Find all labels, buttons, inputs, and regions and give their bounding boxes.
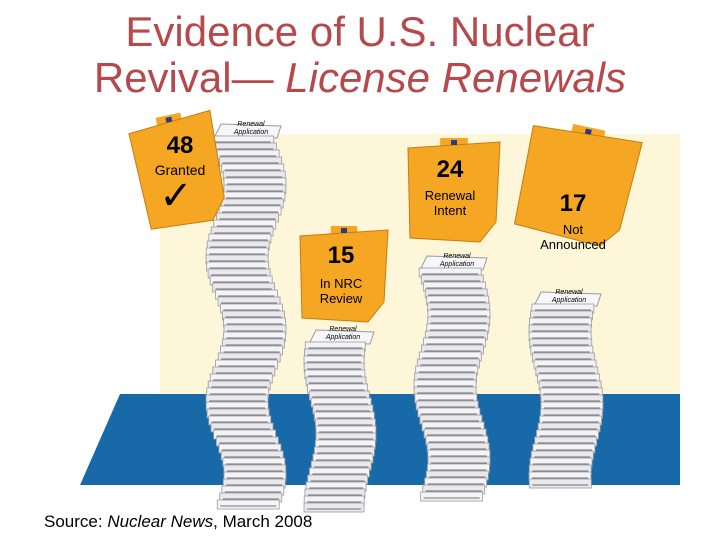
folder-17: 17 Not Announced (528, 190, 618, 252)
paper-label-line-2: Application (439, 261, 475, 268)
folder-not-announced (513, 123, 643, 247)
folder-body (128, 109, 225, 230)
paper-label-stack-3: Renewal Application (428, 253, 486, 269)
folder-17-status-1: Not (562, 222, 584, 237)
folder-15-count: 15 (327, 242, 355, 269)
top-sheet (420, 255, 488, 271)
folder-body (513, 125, 643, 247)
source-suffix: , March 2008 (213, 512, 313, 531)
paper-stack-in-review (303, 329, 377, 513)
title-line-1: Evidence of U.S. Nuclear (125, 8, 595, 55)
title-line-2-italic: License Renewals (285, 54, 627, 101)
folder-body (407, 141, 501, 243)
paper-label-line-2: Application (233, 129, 269, 136)
top-sheet (309, 329, 375, 345)
source-citation: Source: Nuclear News, March 2008 (44, 512, 312, 532)
folder-granted (128, 109, 225, 230)
paper-label-stack-1: Renewal Application (222, 121, 280, 137)
source-publication: Nuclear News (107, 512, 214, 531)
folder-pin (165, 116, 173, 123)
folder-17-count: 17 (559, 190, 587, 217)
paper-label-line-1: Renewal (443, 253, 471, 260)
paper-sheet (528, 478, 592, 489)
folder-24: 24 Renewal Intent (410, 156, 490, 218)
top-sheet (214, 123, 282, 139)
folder-15: 15 In NRC Review (306, 242, 376, 306)
paper-label-line-1: Renewal (555, 289, 583, 296)
folder-pin (451, 140, 457, 145)
paper-stack-not-announced (528, 291, 604, 489)
folder-pin (341, 228, 347, 233)
paper-stack-granted (205, 123, 287, 510)
folder-15-status-1: In NRC (319, 276, 363, 291)
paper-label-stack-2: Renewal Application (314, 326, 372, 342)
top-sheet (534, 291, 602, 307)
paper-label-line-2: Application (551, 297, 587, 304)
title-line-2-prefix: Revival— (93, 54, 286, 101)
paper-label-line-1: Renewal (329, 326, 357, 333)
paper-label-line-2: Application (325, 334, 361, 341)
checkmark-icon: ✓ (159, 174, 193, 218)
folder-17-status-2: Announced (540, 237, 606, 252)
paper-stack-intent (413, 255, 491, 502)
folder-24-status-2: Intent (433, 203, 467, 218)
folder-pin (584, 128, 592, 135)
folder-48-status: Granted (154, 162, 206, 178)
folder-intent (407, 138, 501, 243)
folder-48-count: 48 (166, 132, 194, 159)
folder-48: 48 Granted (150, 132, 210, 178)
folder-body (299, 229, 389, 323)
paper-sheet (216, 499, 280, 510)
paper-sheet (303, 502, 365, 513)
folder-15-status-2: Review (319, 291, 363, 306)
folder-in-review (299, 226, 389, 323)
paper-label-line-1: Renewal (237, 121, 265, 128)
folder-24-status-1: Renewal (424, 188, 476, 203)
paper-label-stack-4: Renewal Application (540, 289, 598, 305)
title-line-2: Revival— License Renewals (0, 54, 720, 102)
folder-24-count: 24 (436, 156, 464, 183)
paper-sheet (420, 491, 484, 502)
source-prefix: Source: (44, 512, 108, 531)
